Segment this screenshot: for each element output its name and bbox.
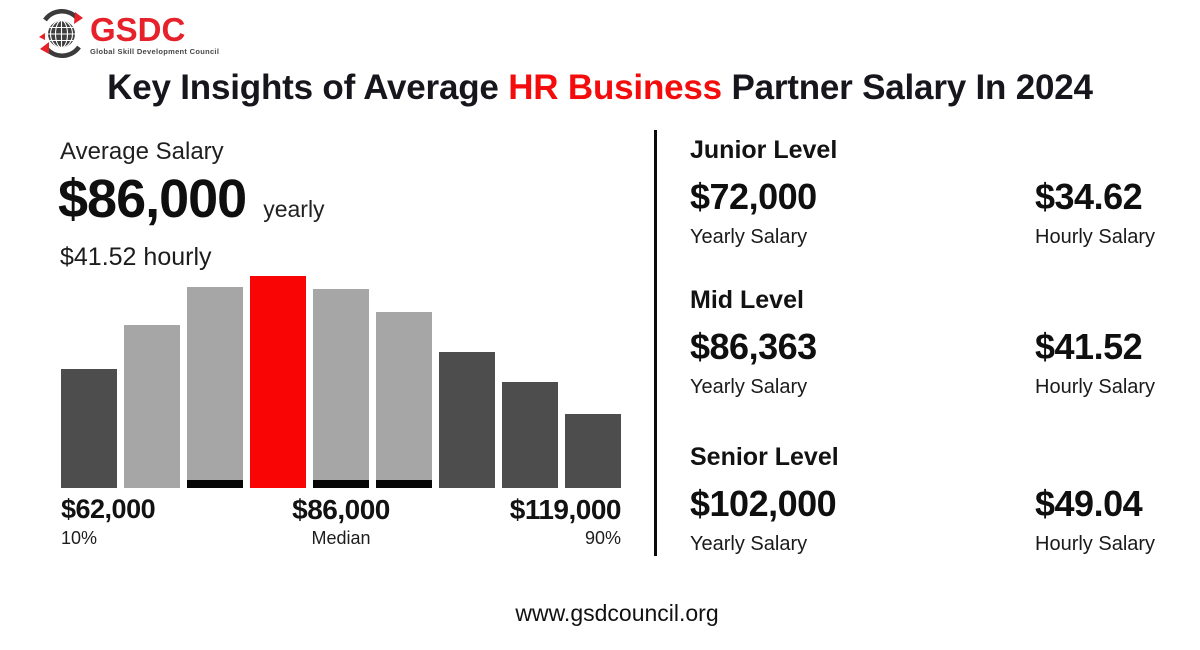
average-yearly-value: $86,000 bbox=[58, 169, 247, 229]
level-name: Mid Level bbox=[690, 286, 804, 314]
distribution-bar bbox=[502, 382, 558, 488]
chart-annotation-value-90th: $119,000 bbox=[509, 494, 622, 525]
distribution-bar bbox=[187, 286, 243, 488]
hourly-value: $41.52 bbox=[1035, 326, 1143, 367]
level-name: Junior Level bbox=[690, 136, 838, 164]
hourly-label: Hourly Salary bbox=[1035, 533, 1156, 555]
brand-name: GSDC bbox=[90, 11, 186, 48]
title-suffix: Partner Salary In 2024 bbox=[721, 68, 1093, 107]
distribution-bar bbox=[124, 324, 180, 488]
average-hourly-value: $41.52 hourly bbox=[60, 243, 212, 271]
yearly-label: Yearly Salary bbox=[690, 226, 808, 248]
level-name: Senior Level bbox=[690, 443, 839, 471]
chart-annotation-label-90th: 90% bbox=[584, 528, 621, 548]
yearly-label: Yearly Salary bbox=[690, 376, 808, 398]
average-salary-label: Average Salary bbox=[60, 138, 224, 165]
yearly-column: $72,000 Yearly Salary bbox=[690, 178, 1160, 249]
chart-annotation-value-10th: $62,000 bbox=[61, 494, 156, 524]
yearly-label: Yearly Salary bbox=[690, 533, 808, 555]
chart-annotation-value-median: $86,000 bbox=[292, 494, 390, 525]
footer-website-url: www.gsdcouncil.org bbox=[515, 600, 719, 626]
hourly-value: $49.04 bbox=[1035, 483, 1143, 524]
chart-annotation-label-median: Median bbox=[311, 528, 371, 548]
level-block-senior: Senior Level $102,000 Yearly Salary $49.… bbox=[690, 443, 1160, 556]
globe-icon bbox=[39, 8, 83, 59]
chart-annotation-label-10th: 10% bbox=[61, 528, 98, 548]
brand-tagline: Global Skill Development Council bbox=[90, 47, 220, 56]
gsdc-logo: GSDC Global Skill Development Council bbox=[36, 7, 219, 59]
section-divider bbox=[654, 130, 657, 556]
average-salary-row: $86,000 yearly bbox=[58, 168, 325, 230]
level-block-mid: Mid Level $86,363 Yearly Salary $41.52 H… bbox=[690, 286, 1160, 399]
page-title: Key Insights of Average HR Business Part… bbox=[0, 66, 1200, 110]
salary-distribution-chart bbox=[61, 276, 621, 488]
yearly-value: $102,000 bbox=[690, 483, 837, 524]
hourly-value: $34.62 bbox=[1035, 176, 1143, 217]
yearly-column: $102,000 Yearly Salary bbox=[690, 485, 1160, 556]
yearly-column: $86,363 Yearly Salary bbox=[690, 328, 1160, 399]
logo-text: GSDC Global Skill Development Council bbox=[90, 11, 220, 56]
hourly-column: $49.04 Hourly Salary bbox=[1035, 485, 1155, 556]
distribution-bar bbox=[565, 413, 621, 488]
distribution-bar bbox=[376, 312, 432, 488]
level-block-junior: Junior Level $72,000 Yearly Salary $34.6… bbox=[690, 136, 1160, 249]
title-highlight: HR Business bbox=[508, 68, 722, 107]
title-prefix: Key Insights of Average bbox=[107, 68, 509, 107]
average-yearly-unit: yearly bbox=[263, 196, 325, 222]
median-highlight-bar bbox=[250, 276, 306, 488]
yearly-value: $72,000 bbox=[690, 176, 817, 217]
hourly-column: $34.62 Hourly Salary bbox=[1035, 178, 1155, 249]
hourly-label: Hourly Salary bbox=[1035, 376, 1156, 398]
yearly-value: $86,363 bbox=[690, 326, 817, 367]
distribution-bar bbox=[313, 288, 369, 488]
hourly-label: Hourly Salary bbox=[1035, 226, 1156, 248]
distribution-bar bbox=[61, 369, 117, 488]
distribution-bar bbox=[439, 352, 495, 488]
hourly-column: $41.52 Hourly Salary bbox=[1035, 328, 1155, 399]
